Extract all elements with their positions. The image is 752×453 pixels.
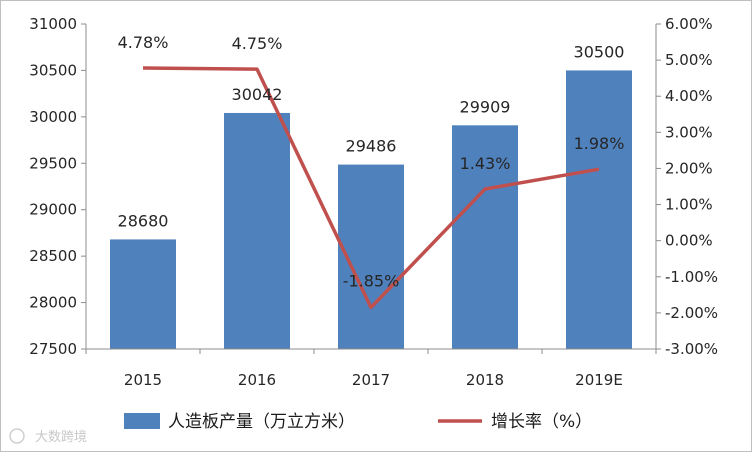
- legend-label-bar: 人造板产量（万立方米）: [168, 412, 355, 432]
- right-tick-label: 5.00%: [665, 51, 713, 69]
- bar-value-label: 29909: [460, 97, 511, 116]
- bar-value-label: 30500: [574, 42, 625, 61]
- legend-label-line: 增长率（%）: [491, 412, 592, 432]
- bar-2016: [224, 112, 290, 349]
- line-value-label: -1.85%: [343, 271, 400, 290]
- watermark-logo-icon: [9, 428, 25, 444]
- bar-2017: [338, 164, 404, 349]
- line-value-label: 4.78%: [118, 33, 169, 52]
- line-series: [142, 66, 600, 310]
- right-tick-label: 4.00%: [665, 87, 713, 105]
- x-tick-label: 2018: [466, 371, 504, 389]
- x-tick-label: 2019E: [575, 371, 623, 389]
- left-tick-label: 28500: [29, 247, 77, 265]
- x-tick-label: 2015: [124, 371, 162, 389]
- bar-value-label: 30042: [232, 85, 283, 104]
- right-tick-label: -2.00%: [665, 304, 718, 322]
- right-tick-label: 3.00%: [665, 123, 713, 141]
- bar-2018: [452, 125, 518, 349]
- bar-value-label: 29486: [346, 137, 397, 156]
- left-tick-label: 31000: [29, 15, 77, 33]
- right-tick-label: 1.00%: [665, 196, 713, 214]
- axes: 27500 28000 28500 29000 29500 30000 30500 31000…: [29, 15, 718, 389]
- right-tick-label: -1.00%: [665, 268, 718, 286]
- x-tick-label: 2016: [238, 371, 276, 389]
- legend: 人造板产量（万立方米） 增长率（%）: [124, 412, 592, 432]
- watermark: 大数跨境: [9, 428, 87, 445]
- left-tick-label: 30000: [29, 108, 77, 126]
- right-tick-label: 0.00%: [665, 232, 713, 250]
- bar-2019E: [566, 70, 632, 349]
- line-value-label: 4.75%: [232, 34, 283, 53]
- bar-series: [110, 70, 632, 349]
- growth-rate-line: [142, 66, 600, 310]
- data-labels: 28680 30042 29486 29909 30500 4.78% 4.75% -1.85…: [118, 33, 625, 290]
- left-tick-label: 29500: [29, 154, 77, 172]
- right-tick-label: -3.00%: [665, 340, 718, 358]
- right-tick-label: 6.00%: [665, 15, 713, 33]
- legend-swatch-bar: [124, 413, 160, 429]
- line-value-label: 1.43%: [460, 154, 511, 173]
- right-tick-label: 2.00%: [665, 159, 713, 177]
- left-tick-label: 30500: [29, 61, 77, 79]
- bar-2015: [110, 239, 176, 349]
- bar-value-label: 28680: [118, 211, 169, 230]
- watermark-text: 大数跨境: [35, 430, 87, 445]
- left-tick-label: 27500: [29, 340, 77, 358]
- left-tick-label: 29000: [29, 201, 77, 219]
- left-tick-label: 28000: [29, 294, 77, 312]
- line-value-label: 1.98%: [574, 134, 625, 153]
- x-tick-label: 2017: [352, 371, 390, 389]
